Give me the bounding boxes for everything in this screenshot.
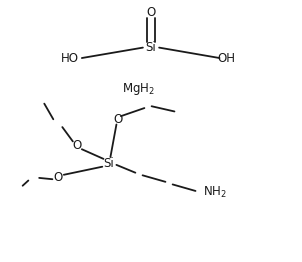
Text: NH$_2$: NH$_2$ xyxy=(203,185,226,200)
Text: O: O xyxy=(73,139,82,152)
Text: Si: Si xyxy=(146,41,156,54)
Text: HO: HO xyxy=(61,52,79,64)
Text: Si: Si xyxy=(104,157,114,170)
Text: O: O xyxy=(53,171,63,184)
Text: MgH$_2$: MgH$_2$ xyxy=(123,81,156,97)
Text: O: O xyxy=(113,113,123,126)
Text: O: O xyxy=(146,6,156,19)
Text: OH: OH xyxy=(217,52,235,64)
